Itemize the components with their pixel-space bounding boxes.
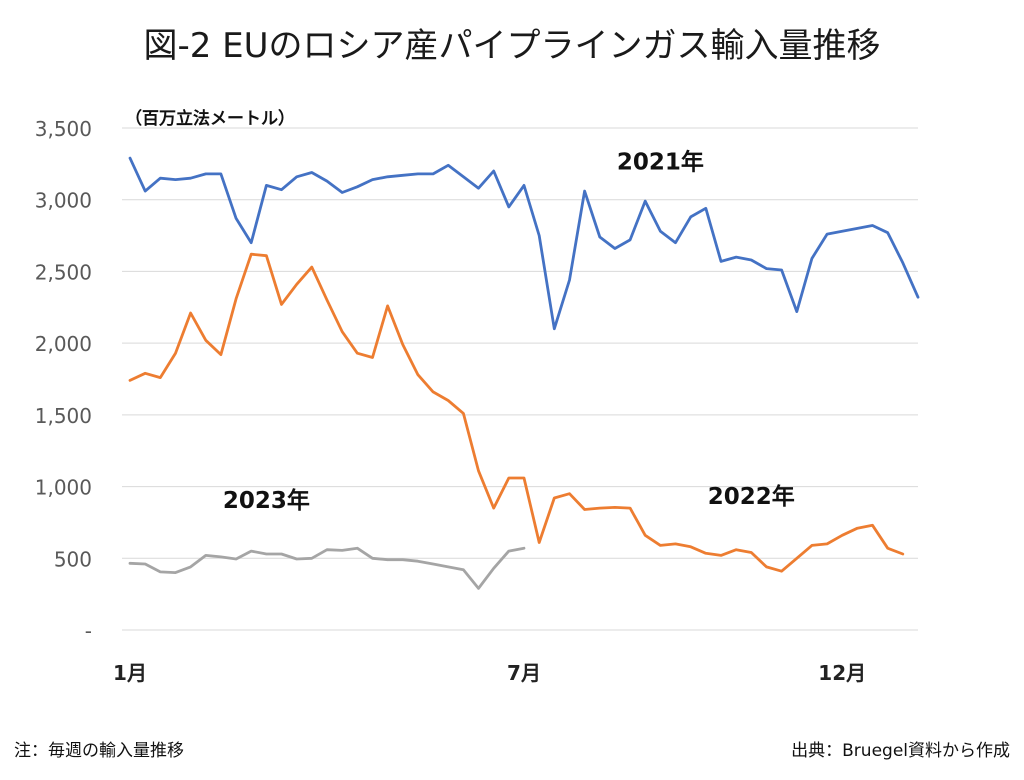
y-tick-label: 1,000	[35, 476, 92, 500]
series-line-1	[128, 156, 920, 331]
series-label-3: 2023年	[223, 487, 310, 514]
series-lines	[128, 156, 920, 590]
series-labels: 2021年 2022年 2023年	[223, 149, 795, 514]
series-label-1: 2021年	[617, 149, 704, 176]
source-note: 出典：Bruegel資料から作成	[791, 741, 1010, 761]
y-tick-label: 3,500	[35, 117, 92, 141]
chart-title: 図-2 EUのロシア産パイプラインガス輸入量推移	[143, 26, 881, 66]
y-axis: 3,500 3,000 2,500 2,000 1,500 1,000 500 -	[35, 117, 92, 643]
gridlines	[122, 127, 918, 631]
x-tick-label: 7月	[507, 661, 541, 685]
series-label-2: 2022年	[708, 483, 795, 510]
y-axis-unit-label: （百万立法メートル）	[125, 108, 295, 129]
y-tick-label: 3,000	[35, 189, 92, 213]
y-tick-label: 500	[54, 547, 92, 571]
footnote: 注：毎週の輸入量推移	[14, 741, 184, 761]
series-line-3	[128, 546, 526, 590]
series-line-2	[128, 252, 905, 573]
y-tick-label: 1,500	[35, 404, 92, 428]
y-tick-label: -	[85, 619, 92, 643]
x-tick-label: 12月	[818, 661, 866, 685]
y-tick-label: 2,500	[35, 260, 92, 284]
y-tick-label: 2,000	[35, 332, 92, 356]
x-axis: 1月 7月 12月	[113, 661, 866, 685]
x-tick-label: 1月	[113, 661, 147, 685]
